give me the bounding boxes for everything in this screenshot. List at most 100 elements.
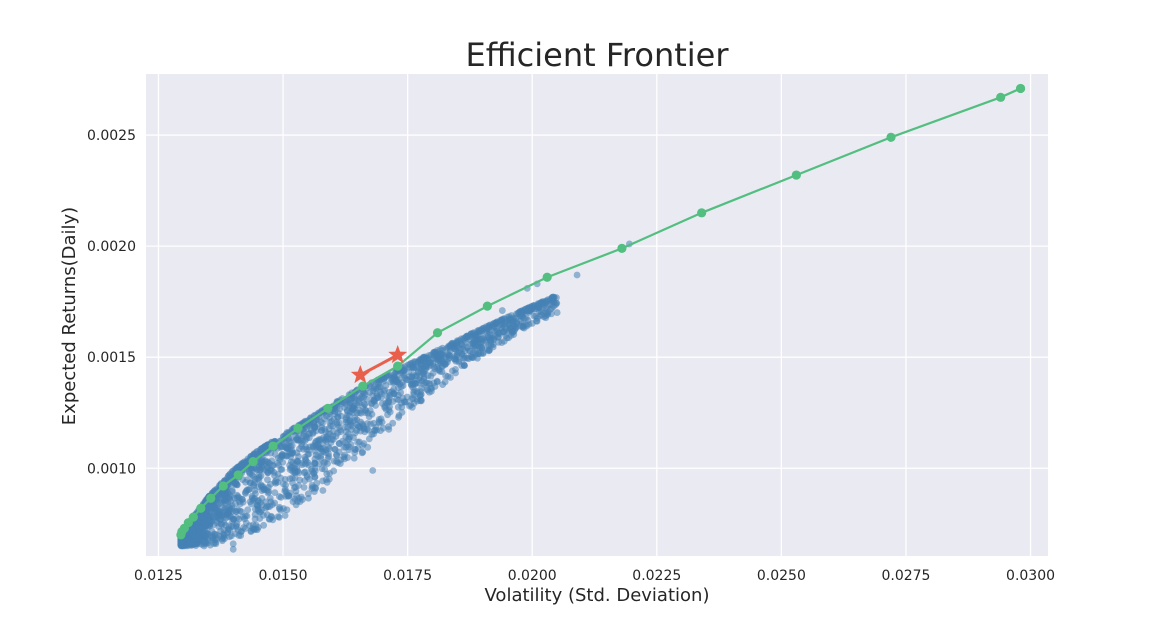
portfolio-point — [228, 522, 235, 530]
portfolio-point — [188, 525, 196, 533]
frontier-point — [697, 208, 707, 218]
portfolio-point — [285, 492, 293, 499]
portfolio-point — [281, 512, 289, 519]
portfolio-point — [290, 484, 298, 492]
portfolio-point — [420, 381, 428, 388]
optimal-portfolios — [350, 345, 408, 384]
frontier-point — [1015, 83, 1026, 94]
portfolio-point — [420, 374, 428, 381]
portfolio-point — [417, 362, 425, 369]
portfolio-point — [293, 435, 301, 442]
portfolio-point — [342, 443, 350, 451]
portfolio-point — [409, 380, 417, 388]
portfolio-point — [262, 498, 270, 506]
portfolio-point — [199, 524, 207, 532]
frontier-point — [323, 403, 333, 413]
portfolio-point — [372, 423, 380, 431]
portfolio-point — [329, 422, 337, 430]
portfolio-point — [256, 515, 264, 522]
frontier-point — [233, 470, 243, 480]
portfolio-point — [361, 401, 369, 409]
portfolio-point — [326, 413, 334, 421]
tick-labels: 0.0125 0.0150 0.0175 0.0200 0.0225 0.0250 0.02… — [87, 128, 1055, 584]
portfolio-point — [340, 453, 348, 461]
portfolio-point — [359, 448, 367, 456]
chart-title: Efficient Frontier — [466, 36, 730, 74]
portfolio-point — [439, 381, 446, 388]
portfolio-point — [247, 527, 255, 535]
portfolio-point — [398, 379, 406, 386]
portfolio-point — [452, 369, 459, 377]
portfolio-point — [403, 393, 411, 401]
portfolio-point — [276, 493, 283, 500]
portfolio-point — [255, 476, 263, 484]
portfolio-point — [460, 361, 468, 369]
portfolio-point — [254, 524, 262, 531]
portfolio-point — [208, 527, 216, 535]
portfolio-point — [343, 406, 351, 414]
portfolio-point — [354, 445, 362, 452]
x-tick-label: 0.0300 — [1006, 568, 1055, 584]
portfolio-point — [376, 383, 384, 391]
portfolio-point — [443, 345, 450, 353]
frontier-point — [482, 301, 492, 311]
portfolio-point — [364, 426, 372, 434]
portfolio-point — [335, 440, 343, 448]
portfolio-point — [413, 395, 421, 403]
portfolio-point — [319, 487, 327, 494]
y-axis-label: Expected Returns(Daily) — [59, 207, 80, 425]
portfolio-point — [375, 415, 383, 423]
portfolio-point — [553, 309, 561, 316]
portfolio-point — [469, 340, 477, 348]
portfolio-point — [498, 307, 506, 314]
portfolio-point — [298, 443, 305, 450]
x-tick-label: 0.0175 — [383, 568, 432, 584]
portfolio-point — [185, 541, 193, 549]
portfolio-point — [331, 445, 339, 453]
portfolio-point — [332, 432, 340, 440]
portfolio-point — [451, 345, 459, 353]
portfolio-point — [384, 411, 391, 419]
portfolio-point — [312, 443, 320, 451]
portfolio-point — [436, 368, 444, 375]
portfolio-point — [530, 312, 538, 320]
portfolio-point — [477, 327, 484, 334]
frontier-point — [617, 243, 627, 253]
portfolio-point — [271, 489, 279, 496]
portfolio-point — [505, 327, 513, 334]
portfolio-point — [229, 540, 237, 548]
portfolio-point — [228, 488, 236, 495]
portfolio-point — [289, 459, 297, 466]
portfolio-point — [473, 333, 481, 340]
frontier-point — [196, 503, 206, 513]
portfolio-point — [519, 312, 526, 320]
portfolio-point — [386, 391, 394, 399]
portfolio-point — [479, 350, 487, 357]
portfolio-point — [237, 461, 245, 469]
portfolio-point — [345, 435, 353, 443]
portfolio-point — [464, 344, 471, 352]
optimal-line — [359, 353, 399, 377]
portfolio-point — [524, 307, 532, 315]
portfolio-point — [333, 451, 340, 459]
portfolio-point — [242, 512, 249, 520]
portfolio-point — [443, 358, 451, 366]
portfolio-point — [310, 420, 318, 428]
x-tick-label: 0.0150 — [259, 568, 308, 584]
portfolio-point — [264, 476, 271, 484]
portfolio-point — [457, 341, 465, 349]
portfolio-point — [258, 456, 266, 464]
portfolio-point — [395, 413, 402, 421]
frontier-point — [432, 328, 443, 338]
portfolio-point — [421, 354, 429, 362]
portfolio-point — [360, 394, 367, 402]
portfolio-point — [237, 532, 245, 539]
portfolio-point — [413, 389, 421, 397]
portfolio-point — [346, 396, 354, 404]
portfolio-point — [300, 483, 308, 491]
portfolio-point — [301, 437, 309, 444]
portfolio-point — [274, 513, 282, 521]
portfolio-point — [306, 443, 314, 451]
portfolio-point — [194, 535, 202, 543]
portfolio-point — [330, 457, 338, 465]
